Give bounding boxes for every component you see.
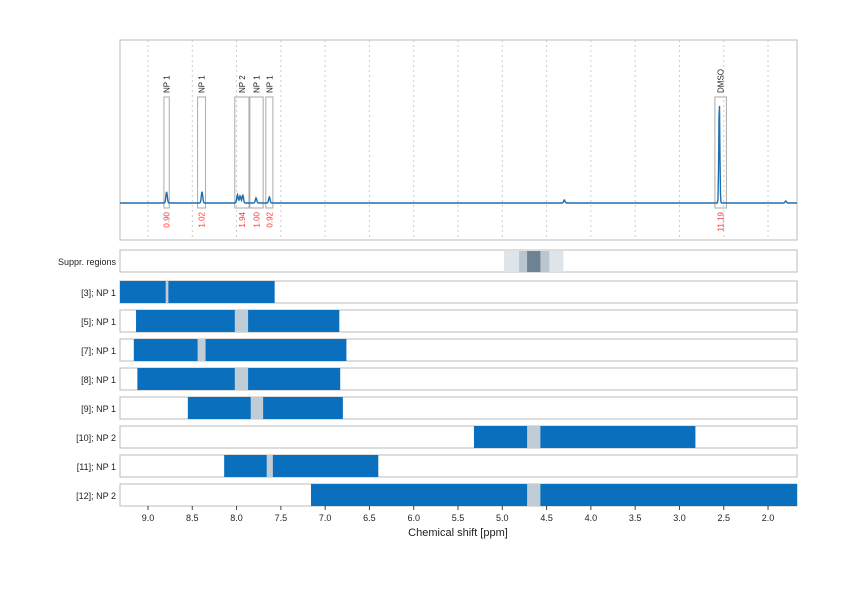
x-tick-label: 8.0 <box>230 513 243 523</box>
suppr-row-frame <box>119 249 798 273</box>
region-gap <box>527 426 541 448</box>
spectrum-panel: NP 1 0.90 NP 1 1.02 NP 2 1.94 NP 1 1.00 NP 1 0.92… <box>119 39 798 241</box>
integral-box <box>714 96 727 209</box>
region-gap <box>527 484 541 506</box>
region-gap <box>266 455 273 477</box>
region-bar <box>310 484 797 506</box>
region-row-label: [10]; NP 2 <box>76 433 116 443</box>
suppr-band <box>527 251 541 272</box>
region-row-label: [5]; NP 1 <box>81 317 116 327</box>
region-row-frame <box>119 425 798 449</box>
integral-value: 11.19 <box>717 211 726 231</box>
x-tick-label: 6.5 <box>363 513 376 523</box>
region-row-label: [3]; NP 1 <box>81 288 116 298</box>
region-bar <box>187 397 343 419</box>
x-tick-label: 3.5 <box>629 513 642 523</box>
x-axis-label: Chemical shift [ppm] <box>408 527 508 539</box>
region-row-label: [11]; NP 1 <box>77 462 116 472</box>
region-bar <box>224 455 379 477</box>
integral-box <box>163 96 170 209</box>
region-row-frame <box>119 454 798 478</box>
region-rows: Suppr. regions [3]; NP 1 [5]; NP 1 [7]; NP … <box>58 249 798 507</box>
region-row-label: [8]; NP 1 <box>81 375 116 385</box>
integral-label: NP 1 <box>198 75 207 93</box>
integral-label: NP 1 <box>265 75 274 93</box>
x-tick-label: 4.5 <box>540 513 553 523</box>
integral-value: 1.00 <box>252 211 261 227</box>
integral-label: DMSO <box>717 69 726 93</box>
x-tick-label: 7.5 <box>275 513 288 523</box>
x-tick-label: 6.0 <box>407 513 420 523</box>
integral-label: NP 2 <box>238 75 247 93</box>
integral-value: 0.92 <box>265 211 274 227</box>
x-tick-label: 9.0 <box>142 513 155 523</box>
integral-box <box>234 96 250 209</box>
region-gap <box>250 397 264 419</box>
integral-value: 1.94 <box>238 211 247 227</box>
region-gap <box>165 281 169 303</box>
region-gap <box>197 339 206 361</box>
integral-label: NP 1 <box>252 75 261 93</box>
integral-box <box>249 96 264 209</box>
x-tick-label: 2.5 <box>717 513 730 523</box>
suppr-row-label: Suppr. regions <box>58 257 117 267</box>
x-tick-label: 4.0 <box>585 513 598 523</box>
region-row-label: [9]; NP 1 <box>81 404 116 414</box>
integral-value: 0.90 <box>163 211 172 227</box>
integral-box <box>265 96 274 209</box>
x-axis: 9.0 8.5 8.0 7.5 7.0 6.5 6.0 5.5 5.0 4.5 4.0 3.5 3.0 2… <box>142 506 775 523</box>
x-tick-label: 8.5 <box>186 513 199 523</box>
x-tick-label: 5.0 <box>496 513 509 523</box>
region-row-label: [7]; NP 1 <box>81 346 116 356</box>
region-row-label: [12]; NP 2 <box>76 491 116 501</box>
integral-value: 1.02 <box>198 211 207 227</box>
x-tick-label: 7.0 <box>319 513 332 523</box>
region-bar <box>473 426 696 448</box>
region-gap <box>234 368 249 390</box>
x-tick-label: 2.0 <box>762 513 775 523</box>
x-tick-label: 3.0 <box>673 513 686 523</box>
region-gap <box>234 310 249 332</box>
x-tick-label: 5.5 <box>452 513 465 523</box>
region-bar <box>120 281 275 303</box>
spectrum-line <box>120 105 797 204</box>
integral-box <box>197 96 207 209</box>
integral-label: NP 1 <box>163 75 172 93</box>
region-bar <box>133 339 347 361</box>
